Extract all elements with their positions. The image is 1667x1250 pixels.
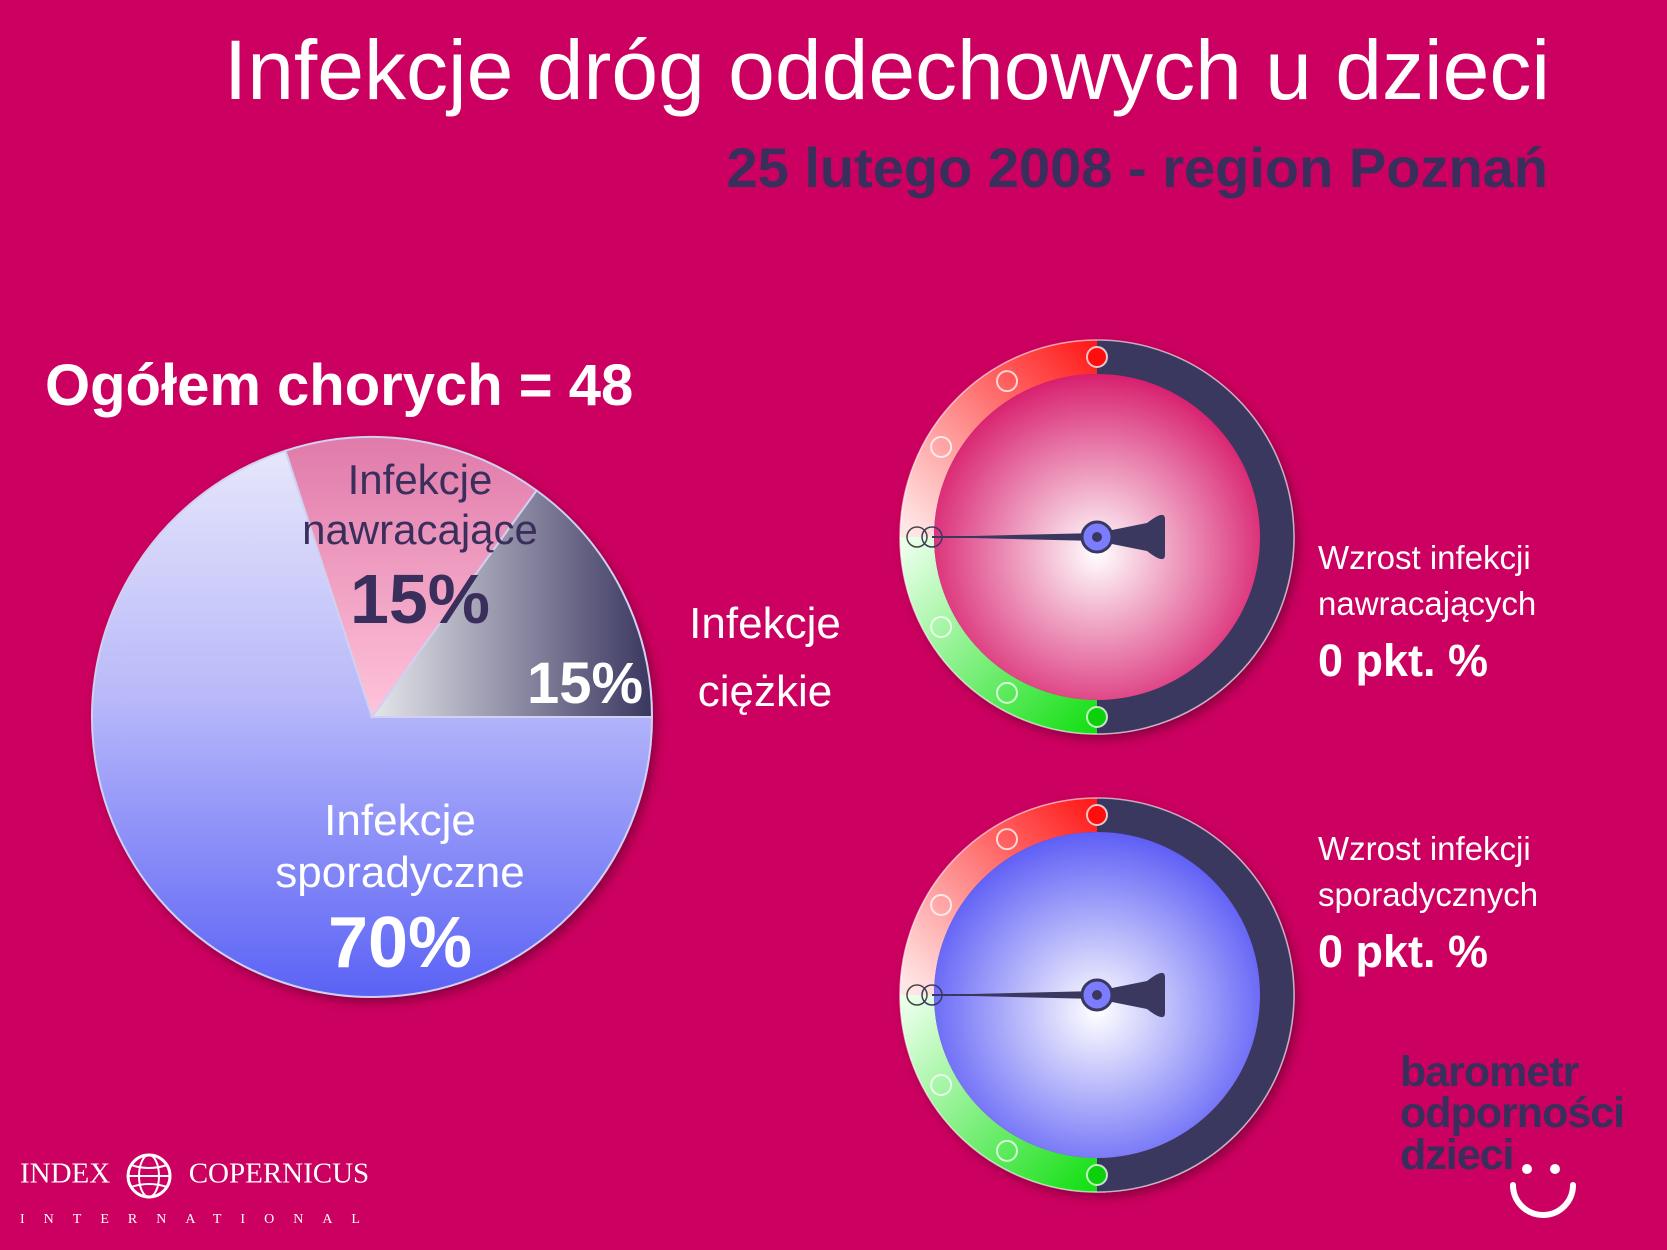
- smiley-icon: [1510, 1164, 1576, 1218]
- pie-slice-nawracajace: [284, 436, 538, 720]
- logo-right-text: COPERNICUS: [188, 1157, 370, 1190]
- pie-label-nawracajace-line1: Infekcje: [347, 456, 493, 503]
- pie-label-sporadyczne-pct: 70%: [327, 902, 473, 983]
- pie-label-ciezkie-pct-box: 15%: [505, 650, 665, 718]
- gauge-2: [899, 797, 1295, 1193]
- gauge-1-caption: Wzrost infekcji nawracających 0 pkt. %: [1318, 535, 1536, 692]
- gauge-1-tick: [996, 681, 1018, 704]
- pie-slice-ciezkie: [370, 489, 654, 718]
- gauge-2-needle: [932, 972, 1165, 1018]
- gauge-1-tick: [930, 616, 953, 638]
- gauge-2-tick: [930, 1074, 953, 1096]
- gauges: [899, 339, 1295, 1193]
- gauge-1-tick: [1086, 706, 1108, 728]
- page-title: Infekcje dróg oddechowych u dzieci: [223, 23, 1550, 117]
- gauge-1-tick: [930, 436, 953, 458]
- gauge-2-tick: [996, 1139, 1018, 1162]
- pie-label-ciezkie-line1: Infekcje: [689, 599, 841, 648]
- gauge-2-tick: [996, 828, 1018, 851]
- pie-label-ciezkie: Infekcje ciężkie: [670, 590, 860, 726]
- gauge-2-tick: [906, 984, 928, 1006]
- pie-label-sporadyczne: Infekcje sporadyczne 70%: [230, 795, 570, 986]
- gauge-1-ring-red: [900, 340, 1098, 538]
- pie-chart: [91, 436, 654, 998]
- gauge-2-tick: [930, 894, 953, 916]
- brand-line3: dzieci: [1400, 1130, 1515, 1179]
- brand-line1: barometr: [1400, 1048, 1579, 1096]
- pie-label-sporadyczne-line2: sporadyczne: [275, 847, 525, 897]
- gauge-1-needle: [932, 514, 1165, 560]
- gauge-1-line1: Wzrost infekcji: [1318, 539, 1531, 576]
- pie-label-nawracajace-pct: 15%: [349, 560, 491, 639]
- gauge-1-tick: [996, 370, 1018, 393]
- logo-left-text: INDEX: [20, 1157, 111, 1190]
- index-copernicus-logo: INDEX COPERNICUS INTERNATIONAL: [20, 1150, 379, 1228]
- pie-slice-sporadyczne: [91, 449, 654, 998]
- gauge-2-value: 0 pkt. %: [1318, 926, 1489, 978]
- gauge-2-line2: sporadycznych: [1318, 875, 1539, 913]
- gauge-1: [899, 339, 1295, 735]
- pie-label-ciezkie-line2: ciężkie: [697, 667, 833, 717]
- pie-label-sporadyczne-line1: Infekcje: [324, 796, 476, 845]
- brand-logo: barometr odporności dzieci: [1400, 1048, 1625, 1179]
- gauge-2-ring-dark: [1096, 798, 1294, 1192]
- pie-label-nawracajace: Infekcje nawracające 15%: [250, 455, 590, 641]
- gauge-1-line2: nawracających: [1318, 584, 1537, 622]
- gauge-1-tick: [1086, 346, 1108, 368]
- gauge-2-caption: Wzrost infekcji sporadycznych 0 pkt. %: [1318, 826, 1538, 983]
- gauge-1-ring-green: [900, 536, 1098, 734]
- page-subtitle: 25 lutego 2008 - region Poznań: [726, 136, 1548, 199]
- gauge-2-tick: [1086, 804, 1108, 826]
- pie-label-nawracajace-line2: nawracające: [302, 505, 538, 553]
- logo-bottom-text: INTERNATIONAL: [20, 1212, 379, 1227]
- pie-label-ciezkie-pct: 15%: [526, 651, 644, 716]
- gauge-2-ring-green: [900, 994, 1098, 1192]
- globe-icon: [126, 1153, 172, 1199]
- gauge-2-tick: [1086, 1164, 1108, 1186]
- total-patients: Ogółem chorych = 48: [45, 353, 634, 418]
- brand-line2: odporności: [1400, 1089, 1625, 1138]
- gauge-1-tick: [906, 526, 928, 548]
- gauge-1-ring-dark: [1096, 340, 1294, 734]
- gauge-1-value: 0 pkt. %: [1318, 635, 1489, 687]
- gauge-2-ring-red: [900, 798, 1098, 996]
- gauge-2-line1: Wzrost infekcji: [1318, 830, 1531, 867]
